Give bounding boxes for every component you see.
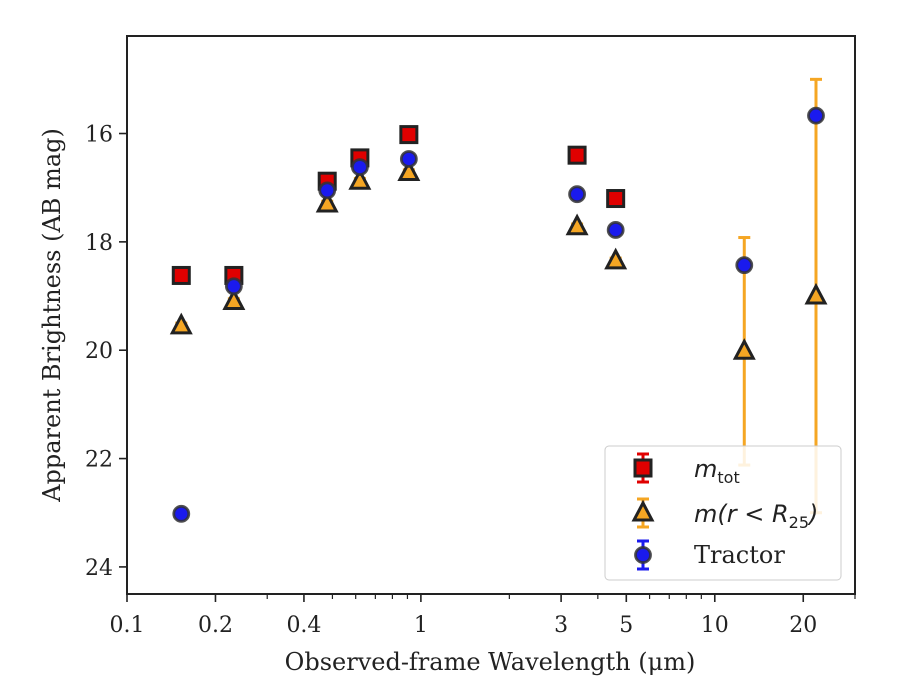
series-triangle bbox=[169, 77, 828, 515]
data-point bbox=[606, 189, 626, 209]
data-point bbox=[318, 181, 337, 200]
y-tick-label: 24 bbox=[85, 556, 113, 581]
y-tick-label: 18 bbox=[85, 231, 113, 256]
legend: mtot m(r < R25) Tractor bbox=[604, 445, 842, 581]
data-point bbox=[397, 159, 421, 182]
data-point bbox=[606, 221, 625, 239]
data-point bbox=[171, 265, 191, 285]
x-tick-label: 5 bbox=[619, 613, 633, 638]
y-tick-label: 16 bbox=[85, 123, 113, 148]
legend-marker-m-tot bbox=[633, 452, 653, 484]
data-point bbox=[224, 277, 243, 296]
legend-marker-tractor bbox=[634, 539, 652, 571]
data-point bbox=[315, 190, 339, 213]
legend-marker-m-r25 bbox=[631, 497, 655, 529]
data-point bbox=[169, 312, 193, 335]
y-tick-label: 20 bbox=[85, 339, 113, 364]
data-point bbox=[735, 256, 754, 275]
x-axis-label: Observed-frame Wavelength (μm) bbox=[285, 648, 696, 676]
x-tick-label: 3 bbox=[554, 613, 568, 638]
series-circle bbox=[172, 106, 825, 523]
data-point bbox=[399, 125, 419, 145]
x-tick-label: 10 bbox=[701, 613, 729, 638]
x-tick-label: 0.2 bbox=[198, 613, 233, 638]
plot-frame bbox=[126, 35, 856, 595]
legend-box bbox=[604, 445, 842, 581]
data-point bbox=[604, 247, 628, 270]
legend-label-m-r25: m(r < R25) bbox=[694, 500, 818, 532]
data-point bbox=[222, 288, 246, 310]
x-tick-label: 20 bbox=[789, 613, 817, 638]
x-tick-label: 0.1 bbox=[110, 613, 145, 638]
series-square bbox=[171, 125, 626, 285]
x-tick-label: 0.4 bbox=[286, 613, 321, 638]
data-point bbox=[804, 282, 828, 305]
data-point bbox=[567, 145, 587, 165]
data-point bbox=[172, 504, 191, 523]
legend-marker bbox=[634, 546, 652, 564]
data-point bbox=[807, 106, 825, 125]
data-point bbox=[568, 185, 586, 204]
legend-label-m-tot: mtot bbox=[694, 455, 740, 487]
data-point bbox=[348, 167, 372, 190]
data-point bbox=[399, 150, 418, 168]
x-tick-label: 1 bbox=[414, 613, 428, 638]
legend-marker bbox=[631, 499, 655, 522]
data-point bbox=[732, 338, 756, 360]
y-tick-label: 22 bbox=[85, 448, 113, 473]
data-point bbox=[350, 158, 369, 177]
legend-label-tractor: Tractor bbox=[694, 541, 785, 569]
y-axis-label: Apparent Brightness (AB mag) bbox=[38, 128, 66, 503]
legend-marker bbox=[633, 458, 653, 478]
data-point bbox=[565, 213, 589, 236]
